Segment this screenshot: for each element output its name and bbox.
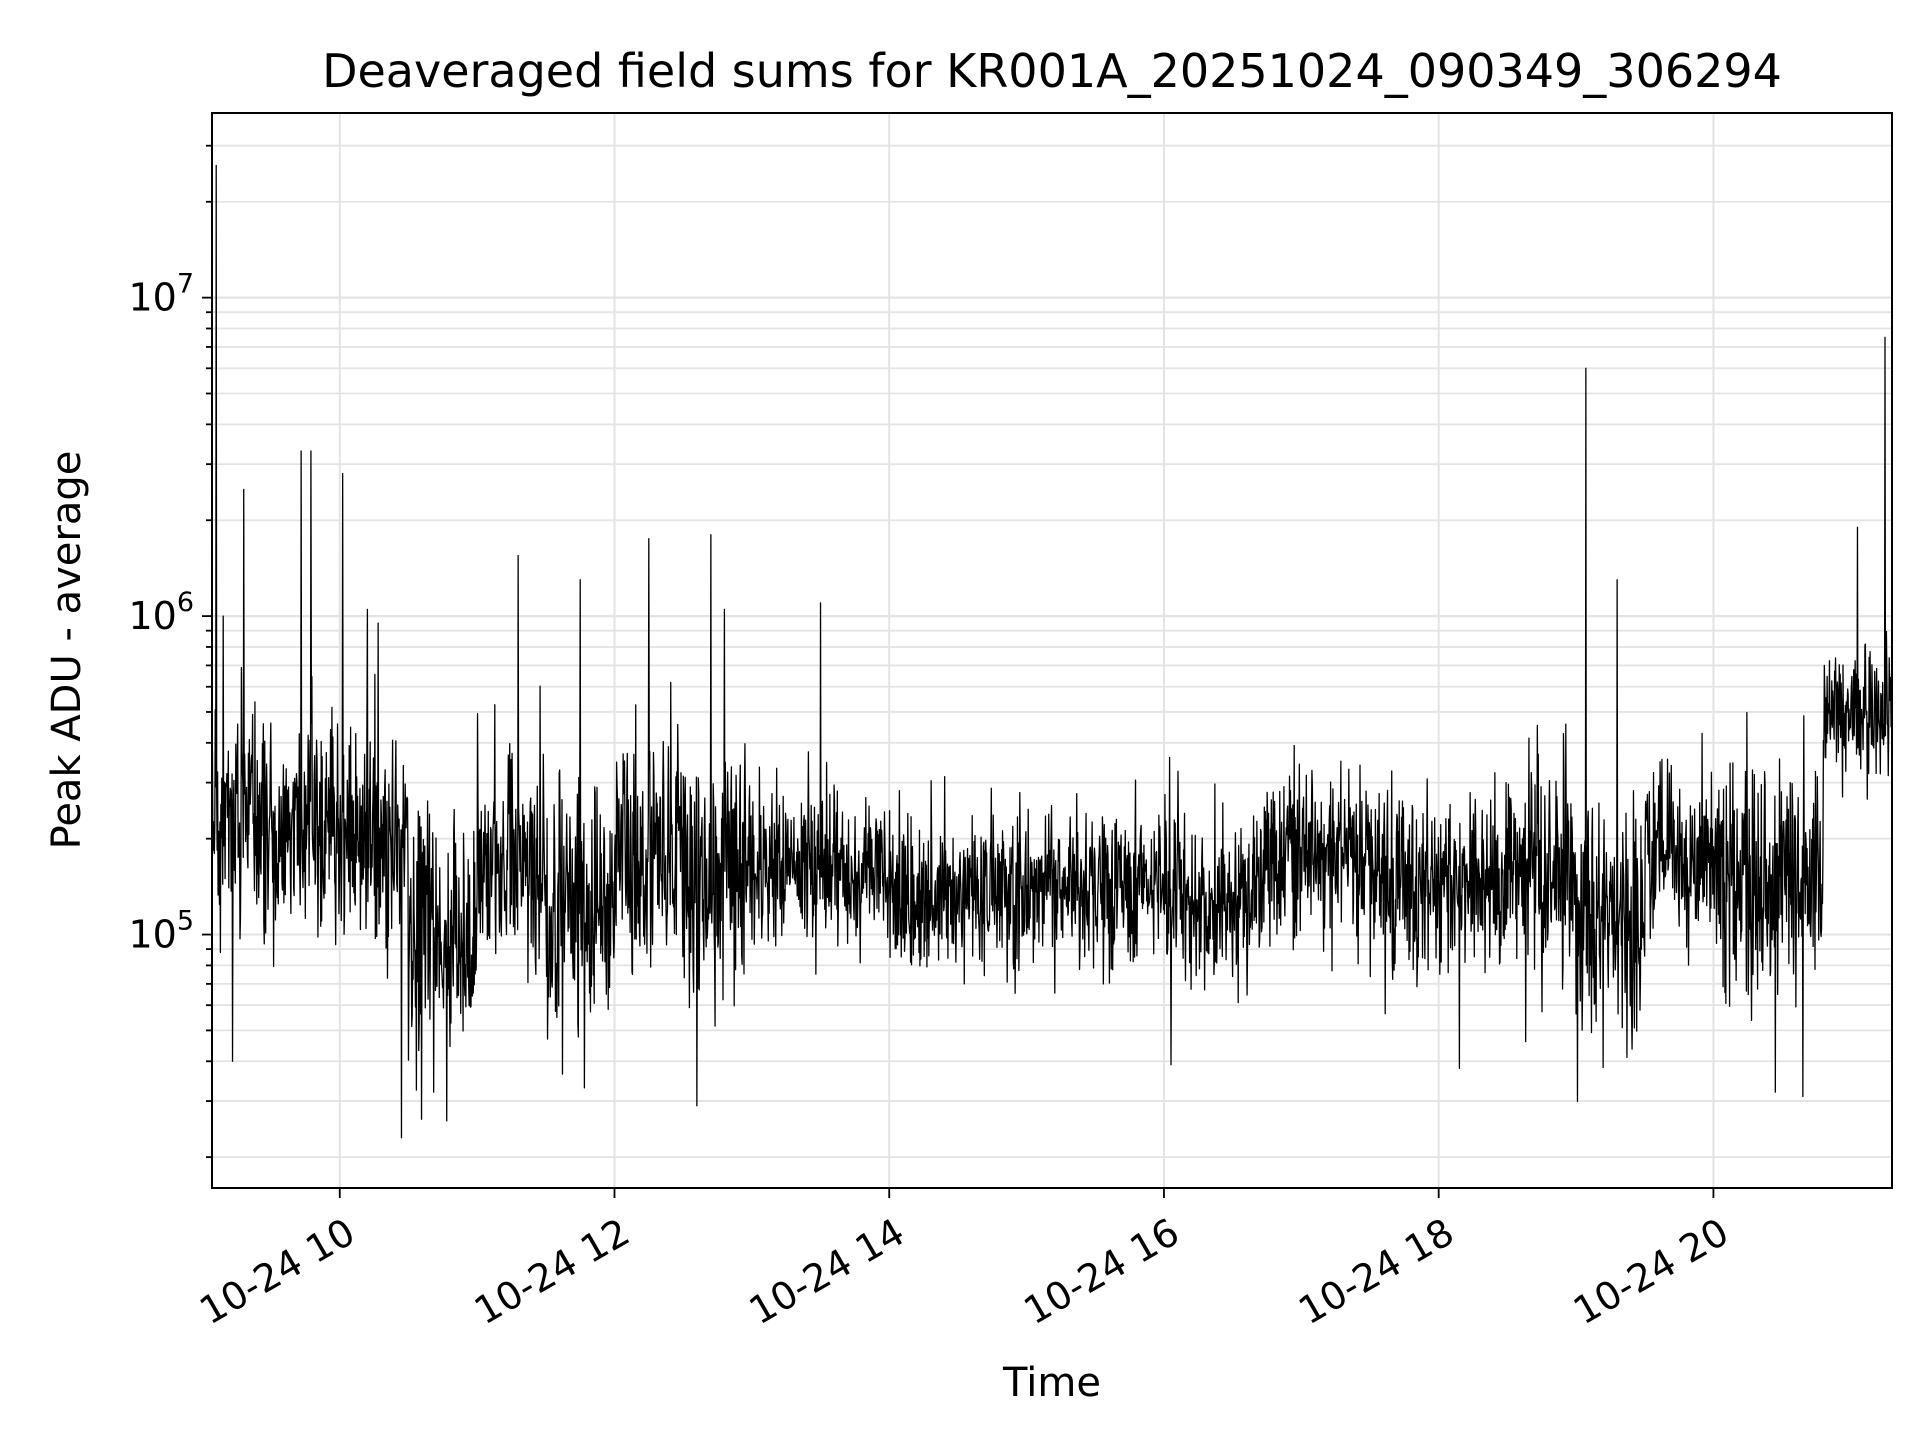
y-tick-exponent: 7	[177, 269, 194, 300]
grid-lines	[212, 113, 1892, 1188]
plot-frame	[211, 112, 1893, 1189]
y-tick-label: 105	[128, 906, 194, 957]
x-axis-label: Time	[1002, 1360, 1101, 1406]
y-tick-exponent: 6	[177, 587, 194, 618]
chart-title: Deaveraged field sums for KR001A_2025102…	[322, 44, 1782, 98]
series-layer	[212, 164, 1892, 1139]
y-tick-exponent: 5	[177, 906, 194, 937]
y-tick-base: 10	[128, 913, 176, 957]
series-line	[212, 164, 1892, 1139]
y-tick-base: 10	[128, 276, 176, 320]
y-tick-label: 107	[128, 269, 194, 320]
y-axis-label: Peak ADU - average	[44, 451, 90, 850]
y-tick-base: 10	[128, 594, 176, 638]
y-tick-label: 106	[128, 587, 194, 638]
